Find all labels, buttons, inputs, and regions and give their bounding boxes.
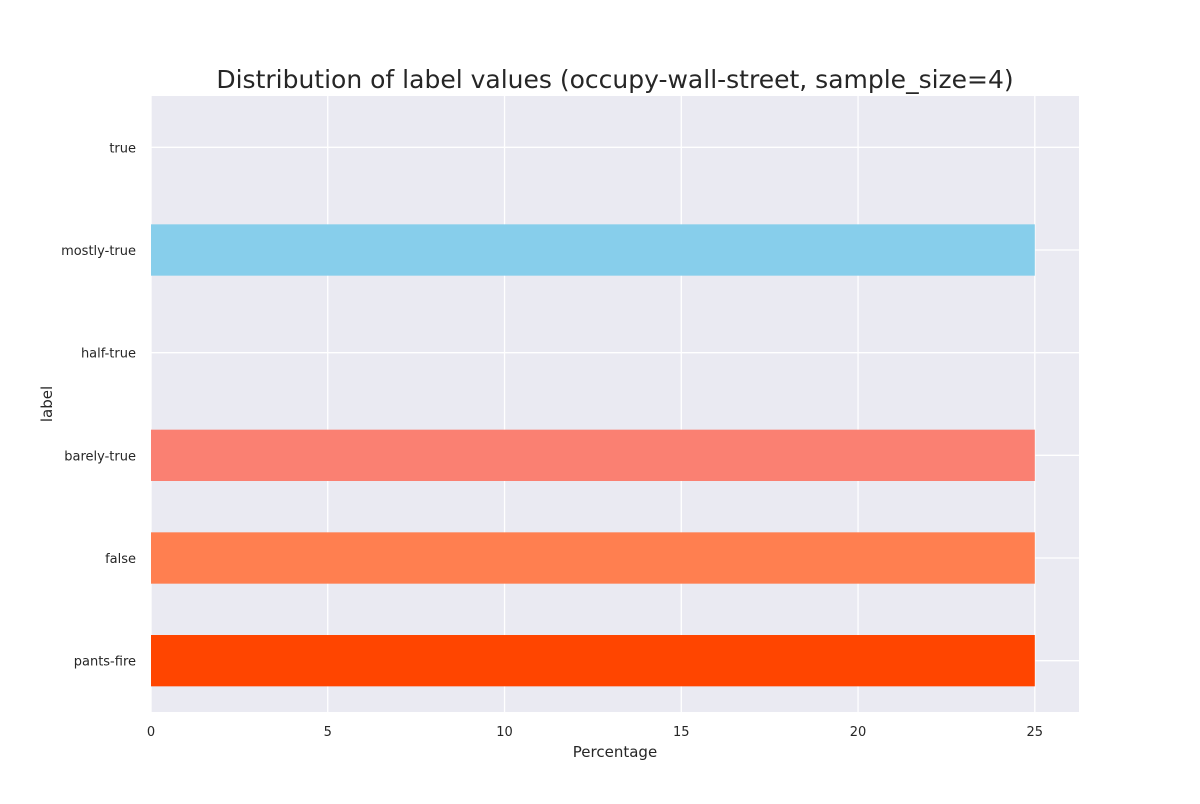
bar-barely-true — [151, 429, 1035, 481]
y-tick-label: half-true — [81, 347, 136, 362]
x-tick-label: 25 — [1027, 725, 1044, 740]
y-tick-label: mostly-true — [61, 244, 136, 259]
y-tick-label: true — [109, 141, 136, 156]
x-axis-label: Percentage — [573, 743, 657, 761]
x-tick-labels: 0 5 10 15 20 25 — [147, 725, 1043, 740]
bar-false — [151, 532, 1035, 584]
plot-area — [151, 96, 1079, 712]
x-tick-label: 10 — [496, 725, 513, 740]
x-tick-label: 5 — [324, 725, 332, 740]
chart-title: Distribution of label values (occupy-wal… — [216, 65, 1013, 94]
x-tick-label: 0 — [147, 725, 155, 740]
bar-mostly-true — [151, 224, 1035, 276]
y-axis-label: label — [38, 386, 56, 422]
y-tick-label: pants-fire — [74, 655, 136, 670]
bars — [151, 224, 1035, 687]
x-tick-label: 15 — [673, 725, 690, 740]
y-tick-labels: true mostly-true half-true barely-true false… — [61, 141, 136, 669]
x-tick-label: 20 — [850, 725, 867, 740]
bar-pants-fire — [151, 635, 1035, 687]
y-tick-label: barely-true — [64, 449, 136, 464]
y-tick-label: false — [105, 552, 136, 567]
